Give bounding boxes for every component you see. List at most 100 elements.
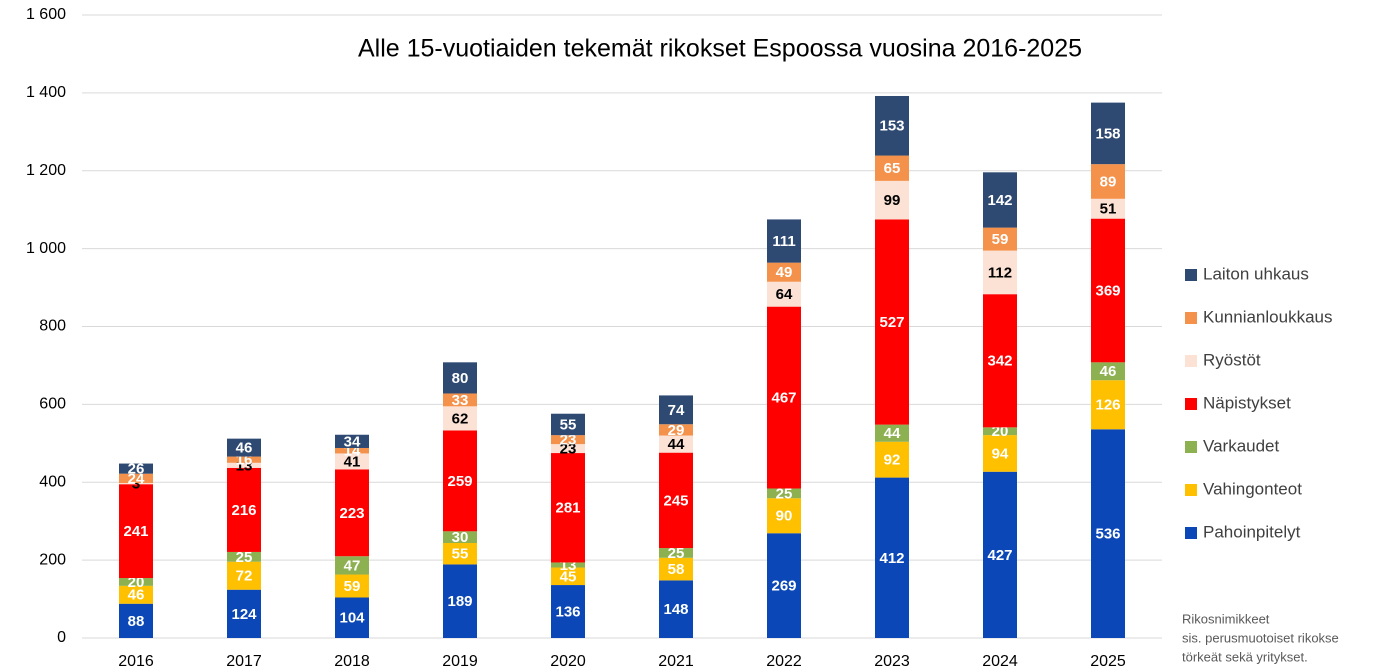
bar-segment [443, 393, 477, 407]
y-tick-label: 0 [57, 629, 66, 646]
x-tick-label: 2017 [226, 653, 262, 670]
bar-segment [1091, 362, 1125, 381]
data-label: 241 [123, 523, 148, 540]
bar-segment [983, 172, 1017, 228]
chart-title: Alle 15-vuotiaiden tekemät rikokset Espo… [358, 35, 1082, 63]
data-label: 88 [128, 613, 145, 630]
bar-segment [875, 424, 909, 442]
data-label: 94 [992, 445, 1009, 462]
data-label: 99 [884, 192, 901, 209]
x-tick-label: 2022 [766, 653, 802, 670]
bar-segment [551, 562, 585, 568]
bar-segment [119, 585, 153, 604]
data-label: 245 [663, 492, 688, 509]
data-label: 23 [560, 441, 577, 458]
bar-segment [119, 484, 153, 579]
data-label: 47 [344, 557, 361, 574]
legend-label: Ryöstöt [1203, 350, 1261, 369]
bar-segment [767, 498, 801, 534]
bar-segment [983, 294, 1017, 428]
bar-segment [1091, 380, 1125, 430]
legend-label: Kunnianloukkaus [1203, 307, 1332, 326]
data-label: 158 [1095, 125, 1120, 142]
data-label: 46 [1100, 363, 1117, 380]
data-label: 90 [776, 508, 793, 525]
data-label: 148 [663, 601, 688, 618]
bar-segment [119, 483, 153, 485]
legend-label: Pahoinpitelyt [1203, 522, 1301, 541]
bar-segment [1091, 102, 1125, 165]
y-tick-label: 800 [39, 318, 66, 335]
bar-segment [875, 155, 909, 181]
data-label: 25 [668, 545, 685, 562]
bar-segment [659, 435, 693, 453]
bar-segment [227, 438, 261, 457]
bar-segment [767, 488, 801, 499]
bar-segment [335, 556, 369, 575]
y-tick-label: 400 [39, 473, 66, 490]
data-label: 536 [1095, 526, 1120, 543]
legend-label: Laiton uhkaus [1203, 264, 1309, 283]
data-label: 89 [1100, 173, 1117, 190]
bar-segment [443, 362, 477, 394]
data-label: 23 [560, 432, 577, 449]
bar-segment [119, 473, 153, 484]
data-label: 26 [128, 461, 145, 478]
data-label: 259 [447, 473, 472, 490]
note: Rikosnimikkeet [1182, 611, 1270, 626]
bar-segment [551, 585, 585, 638]
bar-segment [659, 395, 693, 425]
bar-segment [551, 413, 585, 436]
data-label: 3 [132, 476, 140, 493]
x-tick-label: 2019 [442, 653, 478, 670]
x-tick-label: 2025 [1090, 653, 1126, 670]
data-label: 112 [988, 264, 1012, 281]
legend-swatch [1185, 312, 1197, 324]
bar-segment [767, 306, 801, 489]
x-tick-label: 2020 [550, 653, 586, 670]
data-label: 55 [560, 416, 577, 433]
bar-segment [551, 567, 585, 586]
data-label: 412 [879, 550, 904, 567]
y-tick-label: 200 [39, 551, 66, 568]
bar-segment [227, 551, 261, 562]
data-label: 44 [668, 436, 685, 453]
data-label: 80 [452, 370, 469, 387]
y-tick-label: 1 000 [26, 240, 66, 257]
legend-swatch [1185, 269, 1197, 281]
bar-segment [335, 597, 369, 638]
data-label: 49 [776, 264, 793, 281]
data-label: 467 [771, 390, 796, 407]
bar-segment [335, 447, 369, 454]
data-label: 59 [992, 231, 1009, 248]
data-label: 30 [452, 529, 469, 546]
note: törkeät sekä yritykset. [1182, 649, 1308, 664]
x-tick-label: 2018 [334, 653, 370, 670]
data-label: 46 [128, 587, 145, 604]
bar-segment [443, 564, 477, 638]
bar-segment [119, 578, 153, 586]
data-label: 55 [452, 546, 469, 563]
data-label: 142 [987, 192, 1012, 209]
bar-segment [983, 435, 1017, 472]
bar-segment [767, 281, 801, 307]
bar-segment [551, 444, 585, 454]
data-label: 65 [884, 160, 901, 177]
data-label: 72 [236, 568, 253, 585]
x-tick-label: 2024 [982, 653, 1018, 670]
data-label: 34 [344, 433, 361, 450]
data-label: 124 [231, 606, 257, 623]
bar-segment [1091, 164, 1125, 199]
bar-segment [767, 533, 801, 638]
bar-segment [767, 219, 801, 263]
bar-segment [983, 427, 1017, 436]
data-label: 269 [771, 578, 796, 595]
bar-segment [335, 453, 369, 470]
bar-segment [659, 424, 693, 436]
data-label: 527 [879, 314, 904, 331]
bar-segment [659, 548, 693, 558]
bar-segment [335, 469, 369, 557]
bar-segment [875, 219, 909, 425]
data-label: 33 [452, 392, 469, 409]
bar-segment [227, 561, 261, 590]
